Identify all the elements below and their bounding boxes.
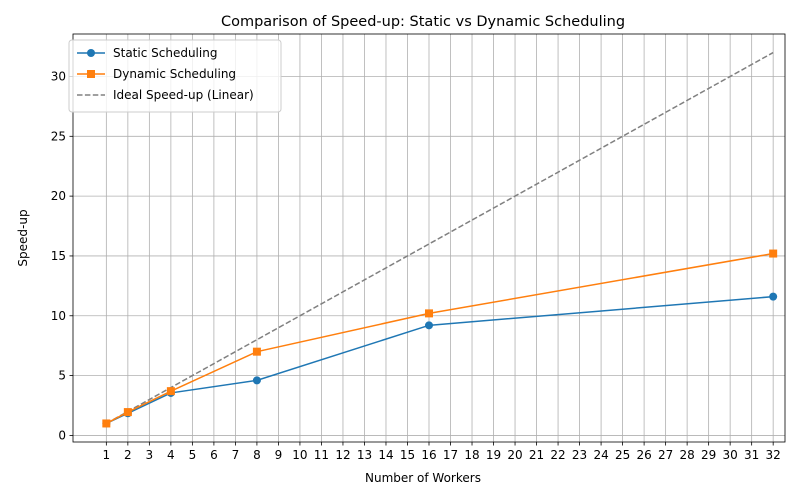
x-tick-label: 14: [378, 448, 393, 462]
x-tick-label: 27: [658, 448, 673, 462]
y-tick-label: 5: [58, 369, 66, 383]
data-point: [166, 387, 175, 396]
data-point: [252, 376, 261, 385]
x-tick-label: 1: [103, 448, 111, 462]
data-point: [252, 347, 261, 356]
series-layer: [102, 51, 778, 428]
x-tick-label: 28: [679, 448, 694, 462]
x-tick-label: 6: [210, 448, 218, 462]
x-tick-label: 24: [593, 448, 608, 462]
data-point: [123, 408, 132, 417]
x-tick-label: 3: [146, 448, 154, 462]
legend-label: Ideal Speed-up (Linear): [113, 88, 254, 102]
legend-label: Dynamic Scheduling: [113, 67, 236, 81]
x-tick-label: 11: [314, 448, 329, 462]
x-tick-label: 30: [723, 448, 738, 462]
x-tick-label: 32: [766, 448, 781, 462]
x-tick-label: 8: [253, 448, 261, 462]
data-point: [769, 249, 778, 258]
chart-title: Comparison of Speed-up: Static vs Dynami…: [221, 14, 625, 30]
y-tick-label: 15: [51, 249, 66, 263]
x-tick-label: 19: [486, 448, 501, 462]
x-tick-label: 29: [701, 448, 716, 462]
y-tick-label: 0: [58, 428, 66, 442]
x-tick-label: 31: [744, 448, 759, 462]
data-point: [102, 419, 111, 428]
x-tick-label: 4: [167, 448, 175, 462]
legend-marker: [87, 70, 95, 78]
y-tick-label: 30: [51, 69, 66, 83]
x-tick-label: 17: [443, 448, 458, 462]
data-point: [425, 321, 433, 330]
x-tick-label: 25: [615, 448, 630, 462]
x-tick-label: 26: [636, 448, 651, 462]
x-tick-label: 9: [275, 448, 283, 462]
x-tick-label: 7: [232, 448, 240, 462]
x-tick-label: 13: [357, 448, 372, 462]
legend-label: Static Scheduling: [113, 46, 217, 60]
x-tick-label: 10: [292, 448, 307, 462]
y-tick-label: 20: [51, 189, 66, 203]
x-tick-label: 5: [189, 448, 197, 462]
y-tick-label: 25: [51, 129, 66, 143]
data-point: [769, 292, 778, 301]
x-tick-label: 20: [507, 448, 522, 462]
x-axis-label: Number of Workers: [365, 471, 481, 485]
x-tick-label: 2: [124, 448, 132, 462]
y-axis-label: Speed-up: [16, 209, 30, 266]
legend-marker: [87, 49, 95, 57]
x-tick-label: 23: [572, 448, 587, 462]
legend-frame: [68, 39, 282, 113]
x-tick-label: 21: [529, 448, 544, 462]
legend: Static Scheduling Dynamic Scheduling Ideal…: [68, 39, 282, 113]
x-tick-label: 12: [335, 448, 350, 462]
x-tick-label: 22: [550, 448, 565, 462]
x-tick-label: 16: [421, 448, 436, 462]
y-tick-label: 10: [51, 309, 66, 323]
x-tick-label: 15: [400, 448, 415, 462]
data-point: [425, 309, 433, 318]
x-axis-ticks: 1 2 3 4 5 6 7 8 9 10 11 12 13 14 15 16 17 18 19 20 21 22 23 24 2…: [103, 442, 781, 462]
x-tick-label: 18: [464, 448, 479, 462]
